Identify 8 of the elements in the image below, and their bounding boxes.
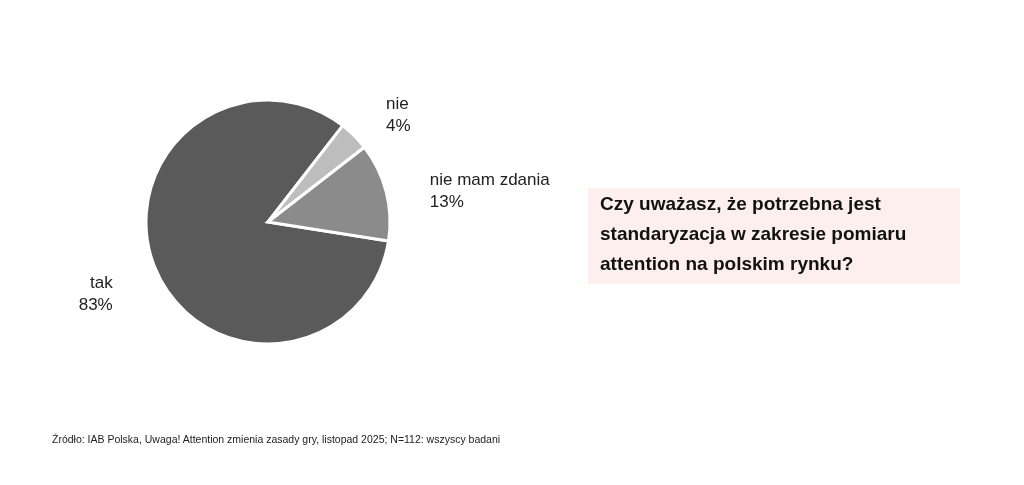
data-label: 13% <box>429 192 464 212</box>
slice-label: tak <box>90 273 114 293</box>
data-label: 4% <box>386 115 411 135</box>
slice-label: nie mam zdania <box>429 170 551 190</box>
text: Źródło: IAB Polska, Uwaga! Attention zmienia zasady gry, listopad 2025; N=112: wszyscy badani <box>52 433 501 445</box>
slice-label: nie <box>386 93 409 113</box>
text: Czy uważasz, że potrzebna jest standaryzacja w zakresie pomiaru attention na polskim rynku? <box>600 193 907 274</box>
data-label: 83% <box>78 295 113 315</box>
